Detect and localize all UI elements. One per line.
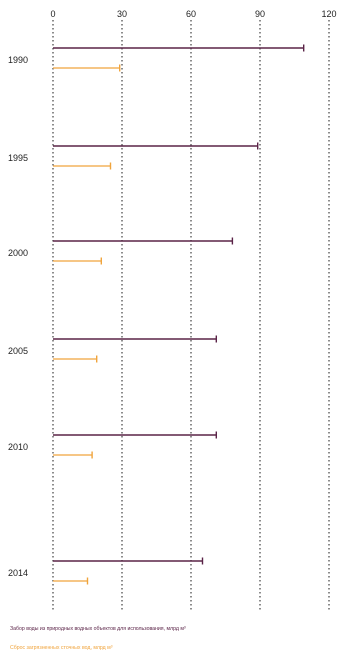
category-label-1990: 1990 [8,55,28,65]
bar-series1-1990 [53,64,121,72]
legend-series-withdrawal: Забор воды из природных водных объектов … [10,626,186,632]
category-label-2005: 2005 [8,346,28,356]
bar-series0-2010 [53,431,218,439]
bar-series0-2000 [53,237,234,245]
bars [53,44,305,585]
category-label-2014: 2014 [8,568,28,578]
grid [52,20,330,610]
bar-series1-2014 [53,577,89,585]
category-label-2000: 2000 [8,248,28,258]
bar-series0-1995 [53,142,259,150]
y-axis-categories: 1990 1995 2000 2005 2010 2014 [8,55,28,578]
x-tick-label-60: 60 [186,9,196,19]
x-tick-label-30: 30 [117,9,127,19]
category-label-2010: 2010 [8,442,28,452]
bar-series1-1995 [53,162,112,170]
bar-series0-2005 [53,335,218,343]
bar-series1-2010 [53,451,93,459]
x-tick-label-120: 120 [321,9,336,19]
legend-series-discharge: Сброс загрязненных сточных вод, млрд м³ [10,645,113,651]
category-label-1995: 1995 [8,153,28,163]
bar-series1-2000 [53,257,103,265]
x-axis-ticks: 0 30 60 90 120 [50,9,336,19]
x-tick-label-0: 0 [50,9,55,19]
x-tick-label-90: 90 [255,9,265,19]
bar-series0-2014 [53,557,204,565]
bar-series0-1990 [53,44,305,52]
bar-series1-2005 [53,355,98,363]
